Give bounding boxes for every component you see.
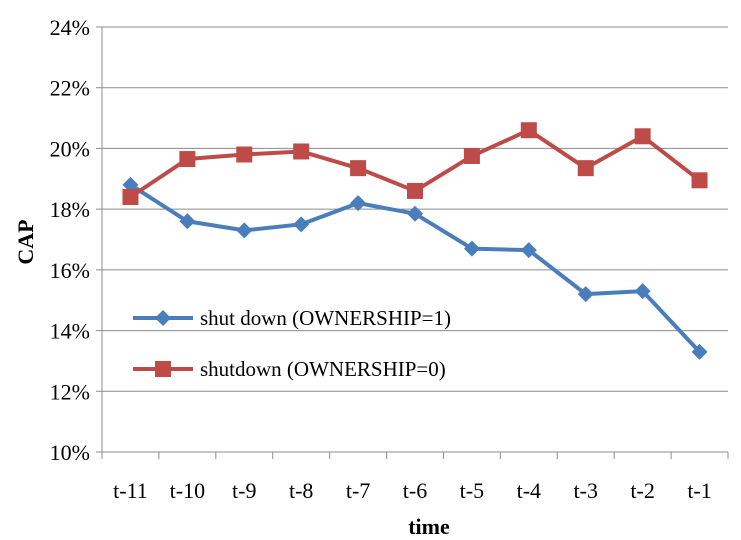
y-tick-label: 20% (50, 136, 90, 161)
data-point (179, 213, 196, 230)
series-2 (122, 122, 708, 205)
x-tick-label: t-5 (460, 478, 484, 503)
legend-label: shutdown (OWNERSHIP=0) (200, 357, 446, 381)
legend-item-1: shut down (OWNERSHIP=1) (133, 306, 451, 330)
y-tick-label: 18% (50, 197, 90, 222)
x-tick-label: t-4 (517, 478, 541, 503)
x-tick-label: t-3 (574, 478, 598, 503)
data-point (463, 240, 480, 257)
x-tick-label: t-2 (630, 478, 654, 503)
x-tick-label: t-11 (113, 478, 148, 503)
series-1 (122, 176, 708, 360)
x-tick-label: t-6 (403, 478, 427, 503)
data-point (122, 176, 139, 193)
data-point (122, 189, 139, 205)
data-point (293, 216, 310, 233)
legend-label: shut down (OWNERSHIP=1) (200, 306, 451, 330)
axes: 10% 12% 14% 16% 18% 20% 22% 24% t-11 t-10 t-9 t-8 t-… (50, 15, 729, 503)
x-tick-label: t-9 (232, 478, 256, 503)
x-tick-label: t-10 (170, 478, 205, 503)
data-point (520, 242, 537, 259)
data-point (407, 182, 423, 199)
legend-item-2: shutdown (OWNERSHIP=0) (133, 357, 446, 381)
y-tick-label: 10% (50, 440, 90, 465)
data-point (463, 148, 480, 165)
data-point (634, 283, 651, 300)
x-tick-label: t-8 (289, 478, 313, 503)
x-tick-label: t-1 (687, 478, 711, 503)
x-axis-title: time (408, 514, 450, 539)
data-point (179, 151, 196, 168)
legend-marker (155, 361, 171, 377)
y-axis-title: CAP (13, 219, 38, 264)
y-tick-label: 14% (50, 319, 90, 344)
data-point (691, 172, 708, 189)
y-tick-label: 24% (50, 15, 90, 40)
data-point (691, 343, 708, 360)
gridlines (102, 26, 728, 453)
data-point (407, 205, 423, 222)
y-tick-label: 16% (50, 258, 90, 283)
legend: shut down (OWNERSHIP=1) shutdown (OWNERSH… (133, 306, 451, 381)
data-point (634, 128, 651, 145)
data-point (577, 160, 594, 177)
data-point (236, 222, 253, 239)
data-point (350, 160, 367, 177)
data-point (577, 286, 594, 303)
data-point (293, 143, 310, 160)
x-tick-label: t-7 (346, 478, 370, 503)
legend-marker (155, 310, 171, 326)
data-point (236, 146, 253, 163)
data-point (520, 122, 537, 139)
series-lines (122, 122, 708, 360)
y-tick-label: 12% (50, 379, 90, 404)
data-point (350, 195, 367, 212)
y-tick-label: 22% (50, 76, 90, 101)
